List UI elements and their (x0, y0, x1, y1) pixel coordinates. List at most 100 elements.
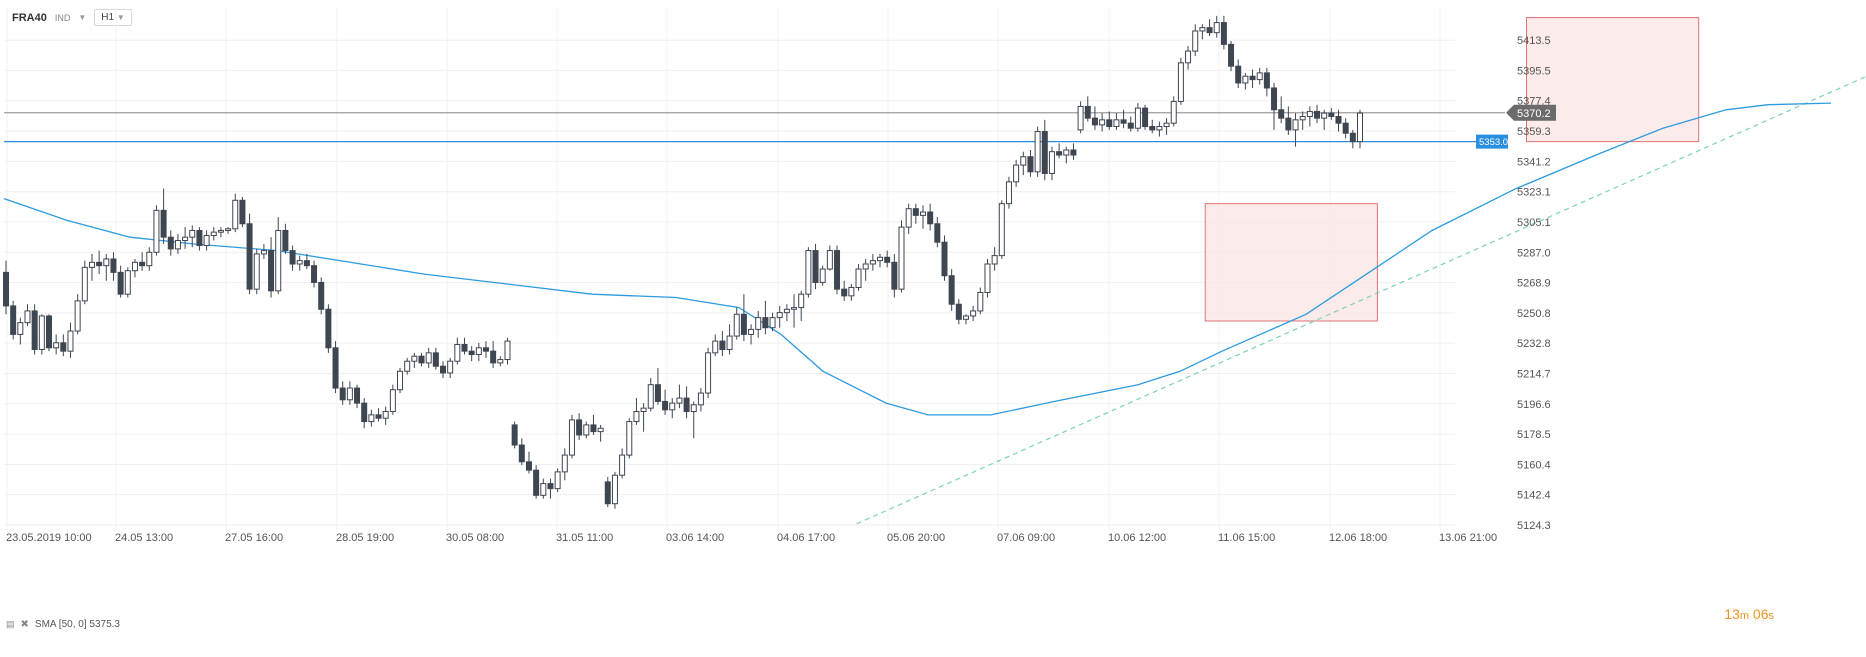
price-tags: 5370.2 5353.0 (1476, 104, 1556, 149)
candle (189, 225, 196, 248)
indicator-settings-icon[interactable]: ▤ (6, 619, 15, 629)
candle (275, 217, 282, 295)
candle (131, 258, 138, 278)
indicator-remove-icon[interactable]: ✖ (20, 619, 29, 630)
candle-body (533, 469, 540, 496)
candle (726, 324, 733, 355)
candle (1063, 146, 1070, 164)
chevron-down-icon[interactable]: ▼ (78, 13, 87, 22)
candle (1013, 160, 1020, 187)
candle (38, 314, 45, 355)
candle-body (1156, 126, 1163, 131)
candle (783, 304, 790, 321)
candle (504, 337, 511, 365)
candle-body (53, 342, 60, 349)
candle (583, 421, 590, 439)
candle-body (962, 315, 969, 320)
candle-body (475, 347, 482, 356)
candle (382, 406, 389, 425)
candle (74, 294, 81, 335)
candle-body (1185, 50, 1192, 64)
candle (884, 250, 891, 268)
candle (525, 451, 532, 474)
candle-body (67, 330, 74, 352)
candle-body (1084, 105, 1091, 119)
timeframe-select[interactable]: H1 ▼ (94, 9, 132, 26)
candle-body (103, 258, 110, 267)
candle-body (490, 350, 497, 364)
candle (1005, 176, 1012, 209)
horizontal-levels (4, 112, 1505, 143)
candle (705, 347, 712, 399)
candle-body (461, 343, 468, 352)
asset-class-label: IND (54, 12, 71, 23)
candle (160, 188, 167, 244)
candle-body (955, 303, 962, 320)
candle (303, 253, 310, 270)
candle (268, 237, 275, 298)
candle-body (10, 305, 17, 335)
candle-body (1127, 122, 1134, 129)
candle (647, 377, 654, 412)
candle-body (1120, 119, 1127, 124)
y-tick-label: 5124.3 (1517, 520, 1551, 532)
candle (1342, 118, 1349, 139)
candle-body (1228, 43, 1235, 67)
candle-body (934, 223, 941, 243)
candle (518, 438, 525, 466)
candle (153, 205, 160, 256)
candle (948, 269, 955, 311)
candles (3, 15, 1363, 509)
candle-body (332, 347, 339, 389)
candle (1020, 151, 1027, 176)
candle (619, 448, 626, 479)
candle (45, 314, 52, 352)
candle (53, 334, 60, 355)
y-tick-label: 5413.5 (1517, 35, 1551, 47)
y-tick-label: 5178.5 (1517, 429, 1551, 441)
candle-body (203, 234, 210, 247)
candle (246, 213, 253, 295)
candle-body (1321, 112, 1328, 119)
candle-body (1099, 119, 1106, 126)
x-tick-label: 07.06 09:00 (997, 532, 1055, 544)
symbol-label[interactable]: FRA40 (12, 11, 47, 24)
candle-body (590, 424, 597, 433)
candle-body (1357, 112, 1363, 143)
sma-polyline (3, 102, 1832, 416)
trendline (856, 75, 1866, 525)
highlight-zone (1526, 17, 1700, 143)
candle (1321, 109, 1328, 130)
candle-body (354, 387, 361, 404)
candle (654, 367, 661, 405)
candle (912, 203, 919, 224)
candle (482, 341, 489, 358)
candle-countdown: 13m 06s (1724, 606, 1774, 622)
candle-body (31, 310, 38, 350)
candle-body (454, 343, 461, 362)
candle-body (941, 241, 948, 277)
candle-body (311, 265, 318, 283)
candle (733, 307, 740, 340)
candle (970, 305, 977, 321)
candle-body (568, 419, 575, 456)
candle (1192, 24, 1199, 57)
candle-body (762, 317, 769, 329)
timer-seconds-unit: s (1768, 610, 1775, 622)
candle-body (81, 266, 88, 302)
candle-body (898, 226, 905, 290)
candle-body (583, 424, 590, 436)
x-tick-label: 11.06 15:00 (1218, 532, 1275, 544)
candle (977, 287, 984, 315)
candle-body (482, 347, 489, 352)
candle-body (626, 421, 633, 456)
candle (1199, 24, 1206, 40)
candle-body (726, 335, 733, 350)
candle (941, 235, 948, 281)
candle (1271, 82, 1278, 130)
candle-body (798, 293, 805, 309)
candle-body (217, 229, 224, 233)
x-tick-label: 23.05.2019 10:00 (6, 532, 92, 544)
candle (411, 352, 418, 368)
